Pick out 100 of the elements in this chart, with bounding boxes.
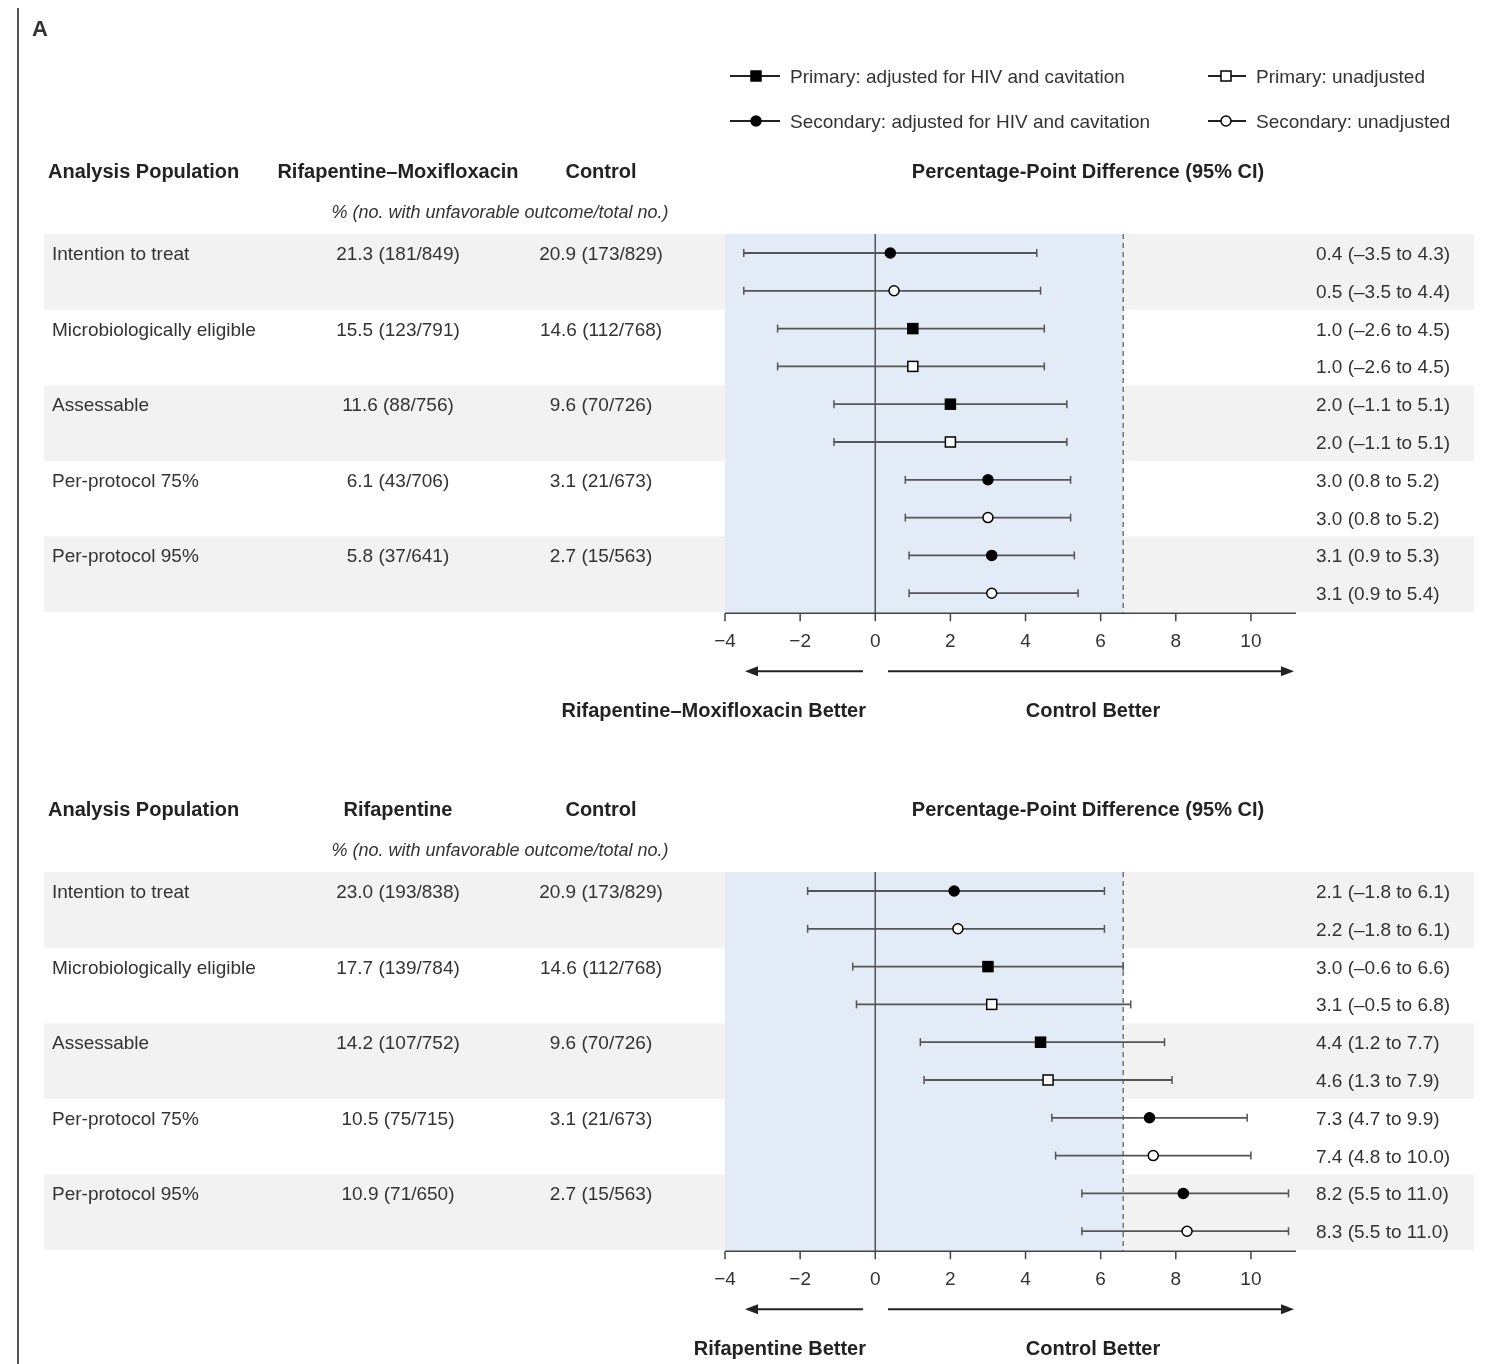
x-tick-label: −4 [714, 630, 737, 652]
chart-title: Percentage-Point Difference (95% CI) [911, 798, 1265, 820]
x-tick-label: 4 [1020, 1268, 1032, 1290]
point [982, 511, 994, 524]
text: 4.6 (1.3 to 7.9) [1316, 1070, 1440, 1091]
text: 1.0 (–2.6 to 4.5) [1316, 318, 1451, 340]
text: 9.6 (70/726) [549, 394, 653, 416]
point [907, 322, 919, 335]
y-axis-title: Analysis Population [48, 160, 240, 182]
point [1177, 1187, 1190, 1200]
point [948, 885, 960, 897]
point [985, 587, 998, 599]
x-tick-label: −2 [789, 1268, 811, 1290]
text: 4.4 (1.2 to 7.7) [1316, 1032, 1440, 1054]
text: 5.8 (37/641) [346, 545, 450, 567]
text: 6.1 (43/706) [346, 469, 450, 491]
x-tick-label: 0 [869, 630, 881, 652]
text: Control [565, 160, 637, 182]
text: A [32, 16, 48, 41]
x-tick-label: 0 [869, 1268, 881, 1290]
text: 3.0 (–0.6 to 6.6) [1316, 956, 1451, 978]
point [1042, 1074, 1054, 1086]
legend-label: Primary: unadjusted [1256, 66, 1425, 87]
text: 3.0 (0.8 to 5.2) [1316, 469, 1440, 491]
text: 20.9 (173/829) [539, 881, 663, 902]
text: 2.7 (15/563) [549, 545, 653, 567]
text: 10.5 (75/715) [341, 1107, 455, 1129]
legend-label: Primary: adjusted for HIV and cavitation [790, 66, 1125, 87]
text: Rifapentine–Moxifloxacin Better [561, 699, 867, 722]
category-label: Microbiologically eligible [52, 318, 256, 340]
text: Rifapentine [343, 798, 453, 820]
point [985, 549, 998, 562]
x-tick-label: 2 [945, 630, 956, 652]
text: 14.6 (112/768) [539, 318, 663, 340]
category-label: Intention to treat [52, 881, 190, 902]
text: 0.4 (–3.5 to 4.3) [1316, 243, 1451, 264]
category-label: Assessable [52, 394, 150, 416]
x-tick-label: 6 [1095, 630, 1106, 652]
text: Rifapentine Better [693, 1337, 867, 1360]
text: 2.0 (–1.1 to 5.1) [1316, 394, 1451, 416]
text: 14.2 (107/752) [336, 1032, 460, 1054]
point [952, 923, 964, 935]
point [1147, 1149, 1159, 1162]
text: 3.0 (0.8 to 5.2) [1316, 507, 1440, 529]
category-label: Per-protocol 75% [52, 469, 199, 491]
x-tick-label: −2 [789, 630, 811, 652]
text: 3.1 (21/673) [549, 1107, 653, 1129]
text: 9.6 (70/726) [549, 1032, 653, 1054]
point [888, 285, 900, 297]
text: 2.1 (–1.8 to 6.1) [1316, 881, 1451, 902]
x-tick-label: 10 [1240, 630, 1262, 652]
x-tick-label: 4 [1020, 630, 1032, 652]
text: 3.1 (21/673) [549, 469, 653, 491]
point [1181, 1225, 1193, 1237]
x-tick-label: 6 [1095, 1268, 1106, 1290]
legend-label: Secondary: unadjusted [1256, 111, 1451, 132]
category-label: Per-protocol 75% [52, 1107, 199, 1129]
chart-title: Percentage-Point Difference (95% CI) [911, 160, 1265, 182]
text: % (no. with unfavorable outcome/total no.) [331, 202, 669, 222]
category-label: Per-protocol 95% [52, 545, 199, 567]
category-label: Microbiologically eligible [52, 956, 256, 978]
text: Control Better [1025, 699, 1161, 722]
text: 7.4 (4.8 to 10.0) [1316, 1145, 1451, 1167]
text: 1.0 (–2.6 to 4.5) [1316, 356, 1451, 378]
text: 3.1 (0.9 to 5.4) [1316, 583, 1440, 605]
text: 11.6 (88/756) [342, 394, 454, 416]
point [982, 960, 994, 973]
category-label: Per-protocol 95% [52, 1183, 199, 1205]
text: 17.7 (139/784) [336, 956, 460, 978]
y-axis-title: Analysis Population [48, 798, 240, 820]
x-tick-label: 10 [1240, 1268, 1262, 1290]
text: 23.0 (193/838) [336, 881, 460, 902]
text: 20.9 (173/829) [539, 243, 663, 264]
text: 2.2 (–1.8 to 6.1) [1316, 918, 1451, 940]
text: % (no. with unfavorable outcome/total no.) [331, 840, 669, 860]
point [907, 360, 919, 373]
text: 15.5 (123/791) [336, 318, 460, 340]
x-tick-label: 2 [945, 1268, 956, 1290]
text: 2.7 (15/563) [549, 1183, 653, 1205]
text: Control [565, 798, 637, 820]
point [1034, 1036, 1047, 1048]
text: Rifapentine–Moxifloxacin [277, 160, 519, 182]
text: 8.3 (5.5 to 11.0) [1316, 1221, 1449, 1243]
x-tick-label: 8 [1170, 1268, 1182, 1290]
point [944, 398, 957, 410]
point [944, 436, 957, 448]
point [1143, 1112, 1156, 1124]
text: 21.3 (181/849) [336, 243, 460, 264]
text: 2.0 (–1.1 to 5.1) [1316, 432, 1451, 453]
text: 0.5 (–3.5 to 4.4) [1316, 280, 1451, 302]
text: 14.6 (112/768) [539, 956, 663, 978]
text: 3.1 (0.9 to 5.3) [1316, 545, 1440, 567]
point [985, 998, 998, 1011]
point [884, 247, 897, 259]
text: 3.1 (–0.5 to 6.8) [1316, 994, 1451, 1016]
category-label: Assessable [52, 1032, 150, 1054]
text: 7.3 (4.7 to 9.9) [1316, 1107, 1440, 1129]
category-label: Intention to treat [52, 243, 190, 264]
text: 10.9 (71/650) [341, 1183, 455, 1205]
point [982, 474, 994, 486]
